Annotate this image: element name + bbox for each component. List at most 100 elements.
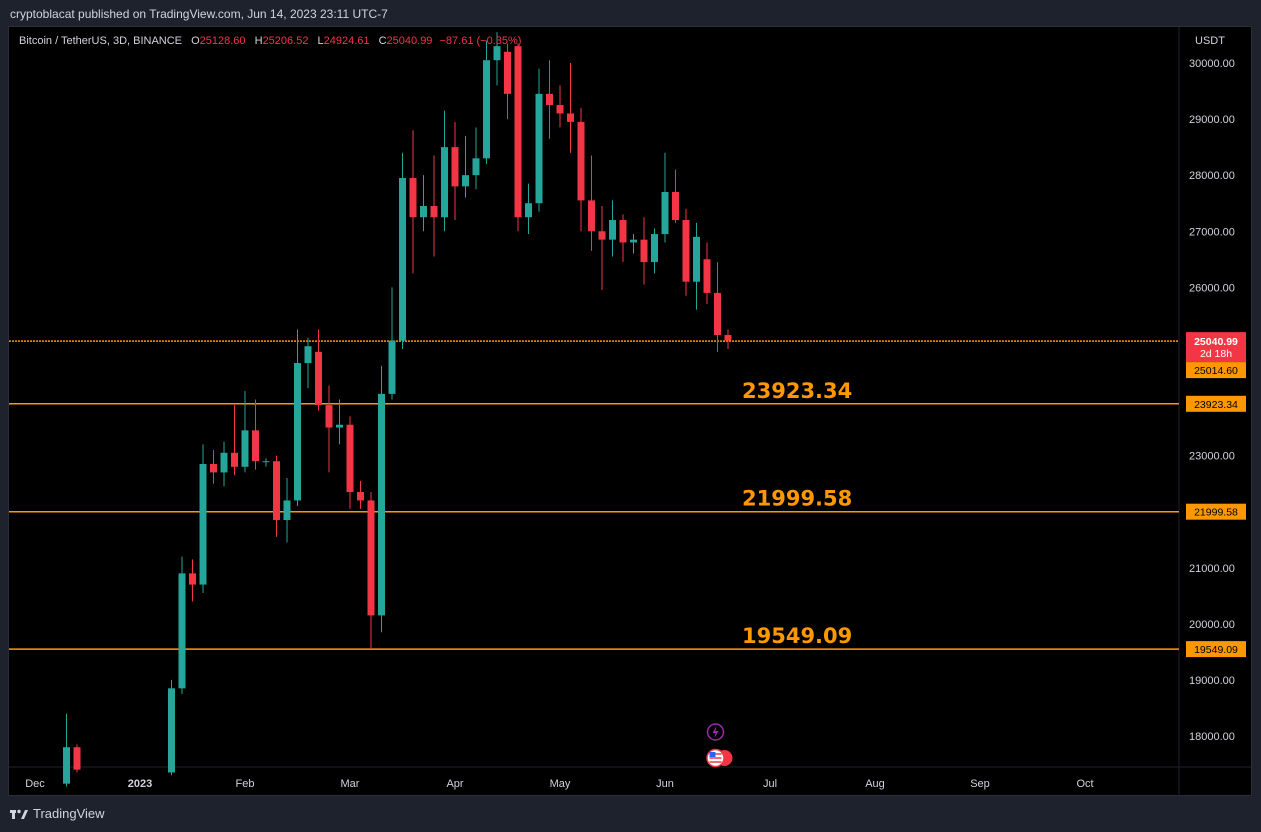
current-price-tag-text: 25040.99 bbox=[1194, 336, 1238, 348]
candle-body bbox=[357, 492, 364, 501]
candle-body bbox=[462, 175, 469, 187]
candle-body bbox=[483, 60, 490, 159]
candle-body bbox=[630, 239, 637, 243]
candle-body bbox=[525, 203, 532, 218]
y-tick-label: 28000.00 bbox=[1189, 170, 1235, 182]
lightning-icon bbox=[706, 723, 725, 741]
candle-body bbox=[283, 500, 291, 521]
candle-body bbox=[210, 463, 217, 473]
candle-body bbox=[535, 93, 543, 204]
level-price-tag bbox=[1186, 395, 1246, 412]
support-level-label: 21999.58 bbox=[742, 487, 852, 511]
chart-frame[interactable]: 18000.00 19000.00 20000.00 21000.00 23000.00… bbox=[8, 26, 1252, 796]
x-tick-label: 2023 bbox=[128, 778, 152, 790]
candle-body bbox=[199, 463, 207, 585]
high-value: 25206.52 bbox=[262, 35, 309, 47]
close-label: C bbox=[378, 35, 387, 47]
candle-body bbox=[598, 231, 606, 240]
x-tick-label: Aug bbox=[865, 778, 885, 790]
footer: TradingView bbox=[10, 806, 105, 821]
y-tick-label: 21000.00 bbox=[1189, 563, 1235, 575]
candle-body bbox=[672, 191, 679, 221]
candle-body bbox=[546, 93, 553, 106]
candle-body bbox=[693, 236, 700, 282]
y-tick-label: 30000.00 bbox=[1189, 58, 1235, 70]
candle-body bbox=[724, 335, 732, 341]
candle-body bbox=[651, 234, 658, 263]
candle-body bbox=[504, 51, 511, 94]
candle-body bbox=[252, 430, 259, 462]
candle-body bbox=[262, 461, 270, 463]
candle-body bbox=[178, 573, 186, 689]
candle-body bbox=[609, 220, 616, 240]
candle-body bbox=[168, 688, 175, 773]
high-label: H bbox=[254, 35, 263, 47]
candle-body bbox=[315, 351, 322, 406]
candle-body bbox=[493, 46, 501, 61]
candle-body bbox=[73, 747, 81, 770]
price-chart[interactable]: 18000.00 19000.00 20000.00 21000.00 23000.00… bbox=[9, 27, 1251, 795]
candle-body bbox=[231, 452, 238, 467]
candle-body bbox=[409, 177, 417, 218]
level-price-tag-text: 21999.58 bbox=[1194, 507, 1238, 519]
candle-body bbox=[346, 424, 354, 493]
level-price-tag bbox=[1186, 503, 1246, 520]
lightning-icon-glyph bbox=[712, 726, 719, 738]
x-tick-label: Oct bbox=[1076, 778, 1093, 790]
y-tick-label: 18000.00 bbox=[1189, 731, 1235, 743]
y-tick-label: 27000.00 bbox=[1189, 226, 1235, 238]
candle-body bbox=[399, 177, 406, 341]
level-price-tag bbox=[1186, 641, 1246, 658]
prev-price-tag-text: 25014.60 bbox=[1194, 365, 1238, 377]
prev-price-tag bbox=[1186, 362, 1246, 379]
candle-body bbox=[304, 346, 312, 364]
y-tick-label: 23000.00 bbox=[1189, 451, 1235, 463]
y-tick-label: 26000.00 bbox=[1189, 282, 1235, 294]
x-tick-label: Jul bbox=[763, 778, 777, 790]
open-value: 25128.60 bbox=[199, 35, 246, 47]
x-tick-label: Apr bbox=[446, 778, 463, 790]
candle-body bbox=[640, 239, 648, 263]
candle-body bbox=[682, 220, 690, 282]
support-level-label: 23923.34 bbox=[742, 379, 852, 403]
candle-body bbox=[189, 573, 196, 585]
publisher-line: cryptoblacat published on TradingView.co… bbox=[10, 7, 388, 21]
candle-body bbox=[420, 206, 427, 218]
close-value: 25040.99 bbox=[386, 35, 433, 47]
us-flag-canton bbox=[709, 752, 716, 757]
y-tick-label: 20000.00 bbox=[1189, 619, 1235, 631]
candle-body bbox=[451, 147, 459, 187]
candle-body bbox=[367, 500, 375, 616]
candle-body bbox=[220, 452, 228, 473]
currency-label[interactable]: USDT bbox=[1195, 35, 1225, 47]
candle-body bbox=[703, 259, 711, 293]
tradingview-logo-icon bbox=[10, 809, 28, 819]
candle-body bbox=[63, 747, 70, 784]
candle-body bbox=[241, 430, 249, 467]
candle-body bbox=[556, 105, 564, 114]
candle-body bbox=[661, 191, 669, 235]
candle-body bbox=[378, 393, 385, 616]
y-tick-label: 29000.00 bbox=[1189, 114, 1235, 126]
candle-body bbox=[619, 220, 627, 243]
candle-body bbox=[336, 424, 343, 428]
low-label: L bbox=[317, 35, 324, 47]
x-tick-label: Dec bbox=[25, 778, 45, 790]
brand-label[interactable]: TradingView bbox=[33, 806, 105, 821]
low-value: 24924.61 bbox=[323, 35, 370, 47]
countdown-text: 2d 18h bbox=[1200, 348, 1232, 360]
candle-body bbox=[714, 292, 721, 336]
x-tick-label: Feb bbox=[236, 778, 255, 790]
x-tick-label: May bbox=[550, 778, 571, 790]
level-price-tag-text: 23923.34 bbox=[1194, 399, 1238, 411]
candle-body bbox=[273, 461, 280, 521]
candle-body bbox=[567, 113, 574, 122]
candle-body bbox=[514, 46, 522, 218]
candle-body bbox=[294, 363, 301, 501]
candle-body bbox=[441, 147, 448, 218]
y-tick-label: 19000.00 bbox=[1189, 675, 1235, 687]
x-tick-label: Jun bbox=[656, 778, 674, 790]
current-price-tag bbox=[1186, 332, 1246, 363]
candle-body bbox=[588, 200, 595, 232]
symbol-label[interactable]: Bitcoin / TetherUS, 3D, BINANCE bbox=[19, 35, 183, 47]
